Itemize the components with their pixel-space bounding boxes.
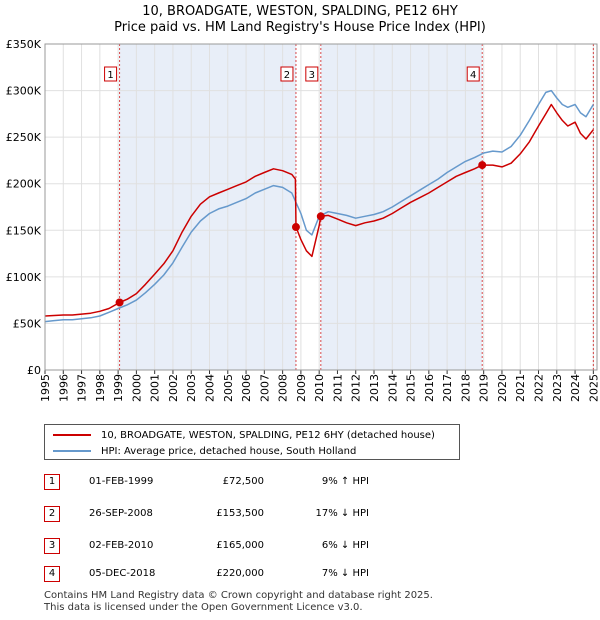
sale-price: £153,500 — [216, 508, 264, 519]
x-tick-label: 2009 — [295, 374, 308, 402]
legend-label-property: 10, BROADGATE, WESTON, SPALDING, PE12 6H… — [101, 429, 435, 441]
sale-row-1: 1 01-FEB-1999 £72,500 9% ↑ HPI — [44, 474, 444, 492]
x-tick-label: 2001 — [149, 374, 162, 402]
x-tick-label: 2003 — [185, 374, 198, 402]
x-tick-label: 2017 — [441, 374, 454, 402]
chart-title: 10, BROADGATE, WESTON, SPALDING, PE12 6H… — [142, 4, 458, 19]
sale-labels: 1 2 3 4 — [104, 66, 480, 82]
sale-date: 02-FEB-2010 — [89, 540, 154, 551]
y-tick-label: £150K — [6, 224, 42, 237]
y-tick-label: £100K — [6, 271, 42, 284]
series-line-hpi — [44, 89, 594, 323]
sale-date: 05-DEC-2018 — [89, 568, 156, 579]
x-tick-label: 2022 — [533, 374, 546, 402]
series-line-property — [44, 103, 594, 317]
chart-subtitle: Price paid vs. HM Land Registry's House … — [114, 20, 486, 35]
x-tick-label: 2005 — [222, 374, 235, 402]
series-lines — [44, 89, 594, 323]
sale-label-text: 2 — [284, 70, 290, 81]
x-tick-label: 2019 — [478, 374, 491, 402]
legend: 10, BROADGATE, WESTON, SPALDING, PE12 6H… — [44, 424, 460, 460]
x-tick-label: 1995 — [39, 374, 52, 402]
x-tick-label: 2015 — [405, 374, 418, 402]
sale-hpi-diff: 6% ↓ HPI — [321, 540, 369, 551]
legend-swatch-hpi — [53, 450, 91, 452]
sale-dot — [115, 298, 124, 307]
x-tick-label: 2016 — [423, 374, 436, 402]
x-tick-label: 2013 — [368, 374, 381, 402]
sale-dot — [478, 161, 487, 170]
x-tick-label: 1997 — [76, 374, 89, 402]
y-tick-label: £0 — [27, 364, 41, 377]
shaded-periods — [45, 44, 597, 370]
x-tick-label: 2021 — [514, 374, 527, 402]
sale-badge: 4 — [44, 566, 60, 582]
sale-label-box — [305, 66, 319, 82]
sale-price: £72,500 — [222, 476, 264, 487]
sale-label-box — [466, 66, 480, 82]
axes: £0 £50K £100K £150K £200K £250K £300K £350K 1995… — [6, 38, 600, 402]
x-tick-label: 2000 — [130, 374, 143, 402]
sale-hpi-diff: 9% ↑ HPI — [321, 476, 369, 487]
y-tick-label: £250K — [6, 131, 42, 144]
x-tick-label: 2006 — [240, 374, 253, 402]
x-tick-label: 2025 — [587, 374, 600, 402]
x-tick-label: 2002 — [167, 374, 180, 402]
x-tick-label: 2014 — [386, 374, 399, 402]
sale-price: £220,000 — [216, 568, 264, 579]
footer-licence: This data is licensed under the Open Gov… — [44, 602, 363, 613]
price-chart: 1 2 3 4 £0 £50K £100K £150K £200K £250K £300K £350… — [6, 38, 600, 402]
x-tick-label: 2011 — [331, 374, 344, 402]
sale-label-text: 3 — [309, 70, 315, 81]
sale-row-3: 3 02-FEB-2010 £165,000 6% ↓ HPI — [44, 538, 444, 556]
gridlines — [44, 43, 597, 371]
sale-dot — [291, 223, 300, 232]
sale-label-box — [104, 66, 118, 82]
sale-label-box — [280, 66, 294, 82]
x-tick-label: 2020 — [496, 374, 509, 402]
plot-frame — [44, 43, 598, 371]
x-tick-label: 2023 — [551, 374, 564, 402]
sale-row-4: 4 05-DEC-2018 £220,000 7% ↓ HPI — [44, 566, 444, 584]
x-tick-label: 2004 — [204, 374, 217, 402]
y-tick-label: £350K — [6, 38, 42, 51]
x-tick-label: 2010 — [313, 374, 326, 402]
legend-label-hpi: HPI: Average price, detached house, Sout… — [101, 445, 357, 457]
x-tick-label: 2008 — [277, 374, 290, 402]
x-tick-label: 1999 — [112, 374, 125, 402]
sale-date: 26-SEP-2008 — [89, 508, 153, 519]
legend-item-property: 10, BROADGATE, WESTON, SPALDING, PE12 6H… — [53, 427, 435, 443]
shaded-period — [119, 44, 296, 370]
legend-swatch-property — [53, 434, 91, 436]
x-tick-label: 2024 — [569, 374, 582, 402]
sale-badge: 1 — [44, 474, 60, 490]
footer-copyright: Contains HM Land Registry data © Crown c… — [44, 590, 433, 601]
sale-hpi-diff: 7% ↓ HPI — [321, 568, 369, 579]
sale-date: 01-FEB-1999 — [89, 476, 154, 487]
sale-row-2: 2 26-SEP-2008 £153,500 17% ↓ HPI — [44, 506, 444, 524]
sale-label-text: 1 — [107, 70, 113, 81]
sale-badge: 2 — [44, 506, 60, 522]
sale-label-text: 4 — [470, 70, 476, 81]
y-tick-label: £200K — [6, 178, 42, 191]
sale-dot — [316, 212, 325, 221]
x-tick-label: 2007 — [258, 374, 271, 402]
x-tick-label: 1996 — [57, 374, 70, 402]
sale-badge: 3 — [44, 538, 60, 554]
sale-hpi-diff: 17% ↓ HPI — [315, 508, 369, 519]
y-tick-label: £50K — [13, 317, 42, 330]
x-tick-label: 2012 — [350, 374, 363, 402]
y-tick-label: £300K — [6, 85, 42, 98]
x-tick-label: 1998 — [94, 374, 107, 402]
sale-dots — [115, 161, 487, 307]
sale-price: £165,000 — [216, 540, 264, 551]
legend-item-hpi: HPI: Average price, detached house, Sout… — [53, 443, 356, 459]
x-tick-label: 2018 — [459, 374, 472, 402]
